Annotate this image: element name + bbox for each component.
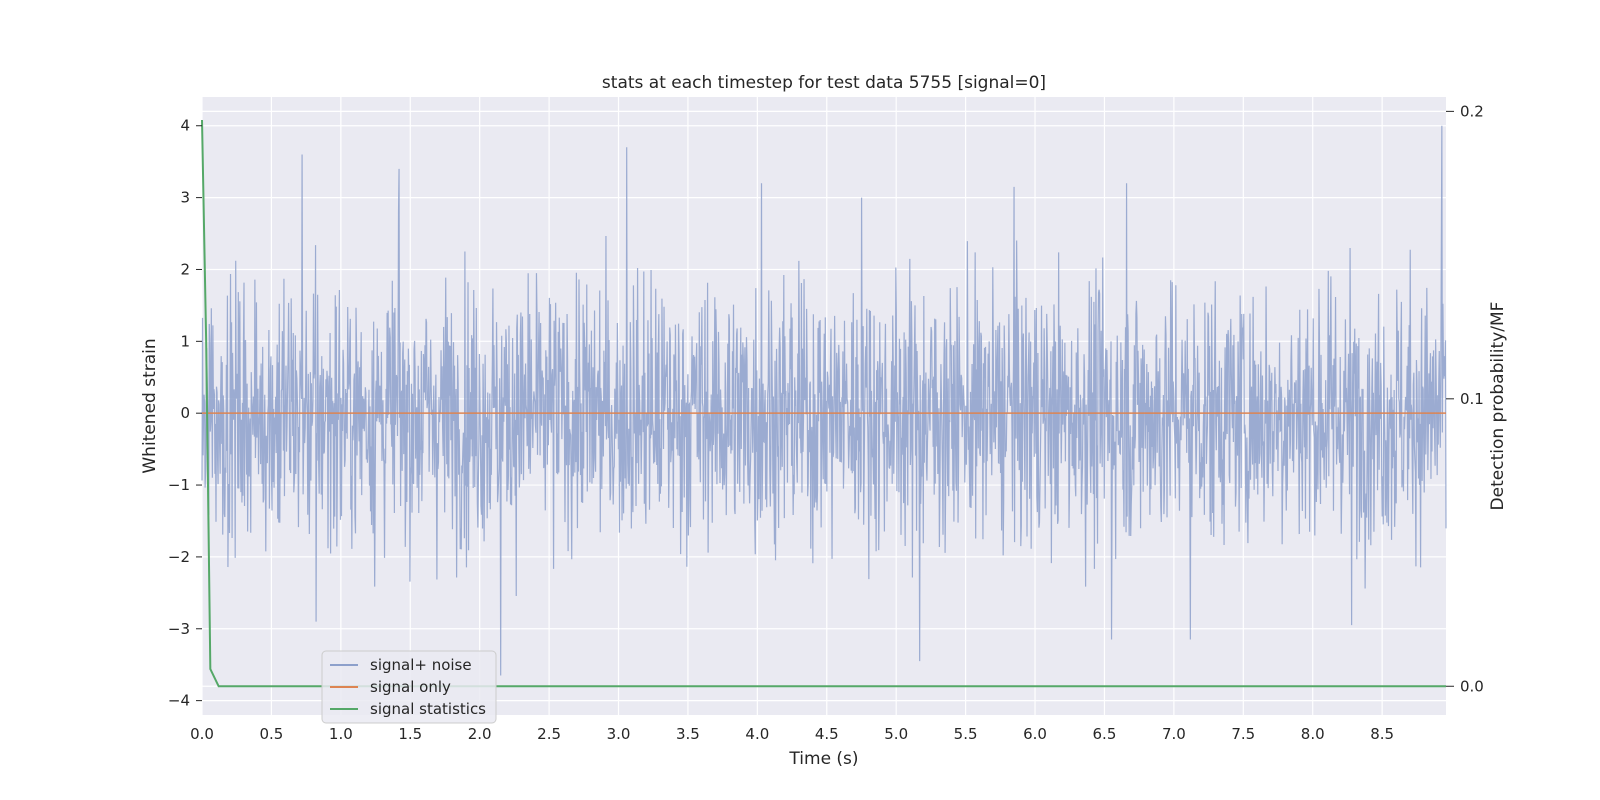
- x-tick-label: 1.0: [329, 725, 353, 743]
- x-tick-label: 0.5: [259, 725, 283, 743]
- x-tick-label: 8.0: [1301, 725, 1325, 743]
- y-tick-label-left: −4: [168, 692, 190, 710]
- y-tick-label-right: 0.0: [1460, 677, 1484, 695]
- series-layer: [201, 119, 1447, 688]
- y-axis-label-right: Detection probability/MF: [1488, 302, 1508, 511]
- y-tick-label-left: 0: [180, 404, 190, 422]
- series-signal-statistics-line: [201, 119, 1446, 688]
- chart-title: stats at each timestep for test data 575…: [602, 73, 1046, 93]
- y-tick-label-left: 2: [180, 260, 190, 278]
- x-tick-label: 3.5: [676, 725, 700, 743]
- x-tick-label: 1.5: [398, 725, 422, 743]
- y-tick-label-left: −1: [168, 476, 190, 494]
- x-tick-label: 7.5: [1231, 725, 1255, 743]
- x-tick-label: 6.0: [1023, 725, 1047, 743]
- x-tick-label: 2.5: [537, 725, 561, 743]
- legend-label-signal-noise: signal+ noise: [370, 656, 472, 674]
- x-tick-label: 5.5: [954, 725, 978, 743]
- y-tick-label-left: 1: [180, 332, 190, 350]
- x-tick-label: 3.0: [607, 725, 631, 743]
- legend-label-signal-statistics: signal statistics: [370, 700, 486, 718]
- x-tick-label: 2.0: [468, 725, 492, 743]
- x-tick-label: 6.5: [1093, 725, 1117, 743]
- axes-layer: 0.0 0.5 1.0 1.5 2.0 2.5 3.0 3.5 4.0 4.5 5.0 5.5 6.0 6…: [168, 102, 1484, 743]
- x-tick-label: 5.0: [884, 725, 908, 743]
- x-tick-label: 7.0: [1162, 725, 1186, 743]
- y-tick-label-right: 0.1: [1460, 390, 1484, 408]
- y-tick-label-left: −3: [168, 620, 190, 638]
- x-tick-label: 4.5: [815, 725, 839, 743]
- x-tick-label: 4.0: [745, 725, 769, 743]
- x-tick-label: 0.0: [190, 725, 214, 743]
- legend: signal+ noise signal only signal statist…: [321, 650, 497, 724]
- legend-box: [321, 650, 497, 724]
- legend-label-signal-only: signal only: [370, 678, 451, 696]
- y-tick-label-left: −2: [168, 548, 190, 566]
- x-axis-label: Time (s): [788, 749, 858, 769]
- y-axis-label-left: Whitened strain: [140, 338, 160, 473]
- series-signal-noise-line: [201, 125, 1447, 676]
- y-tick-label-left: 4: [180, 117, 190, 135]
- y-tick-label-left: 3: [180, 189, 190, 207]
- x-tick-label: 8.5: [1370, 725, 1394, 743]
- y-tick-label-right: 0.2: [1460, 102, 1484, 120]
